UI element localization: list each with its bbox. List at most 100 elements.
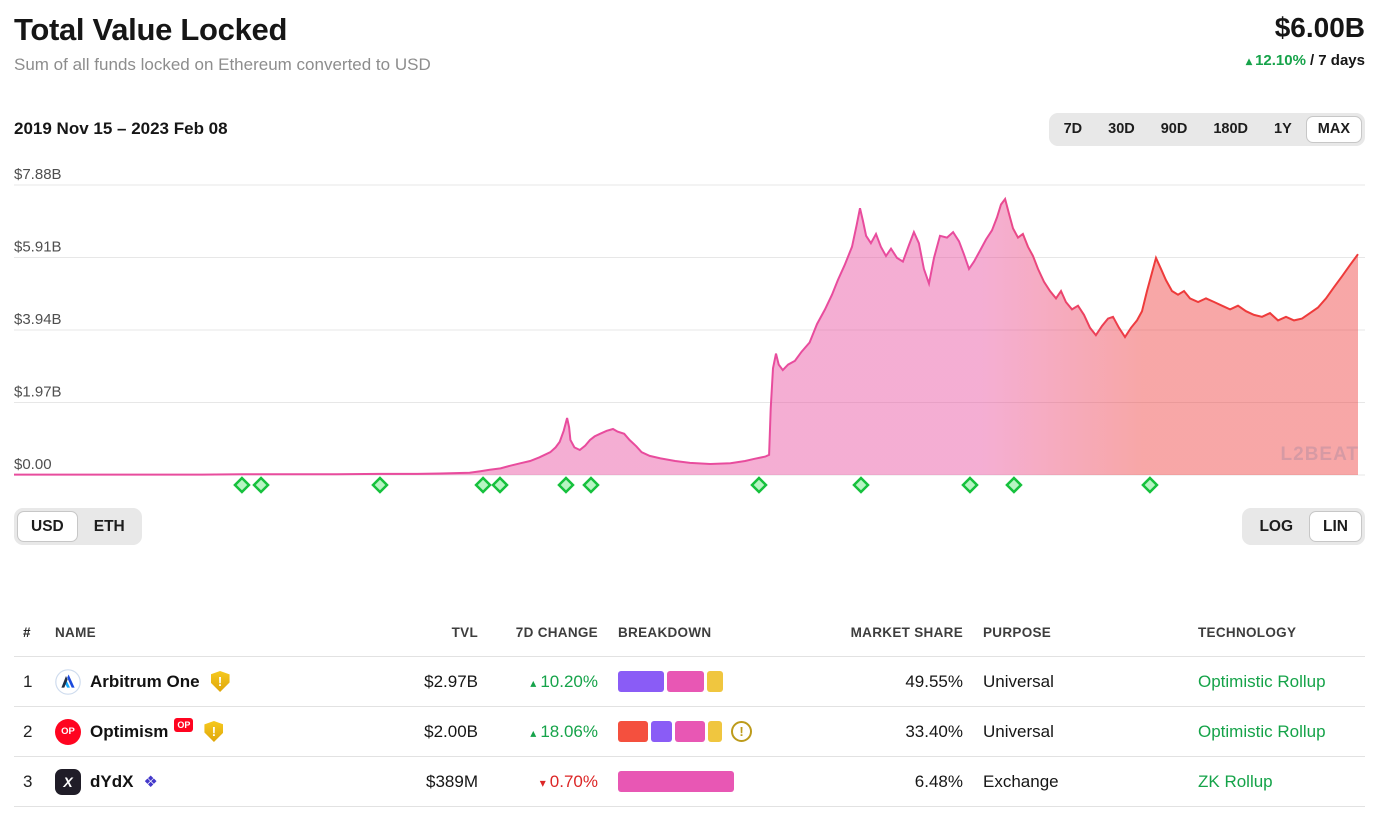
tvl-chart[interactable]: $7.88B $5.91B $3.94B $1.97B $0.00 L2BEAT	[14, 166, 1365, 496]
project-technology: Optimistic Rollup	[1198, 671, 1326, 691]
milestone-diamond-icon[interactable]	[961, 475, 979, 494]
breakdown-segment	[667, 671, 704, 692]
warning-shield-icon: !	[210, 671, 230, 692]
project-name-cell[interactable]: OP Optimism OP !	[48, 717, 378, 745]
tvl-change-line: ▴ 12.10%/ 7 days	[1246, 52, 1365, 69]
scale-button-log[interactable]: LOG	[1245, 511, 1307, 543]
project-tvl: $2.97B	[424, 671, 478, 691]
unit-button-usd[interactable]: USD	[17, 510, 78, 542]
project-rank: 2	[23, 721, 33, 741]
range-button-90d[interactable]: 90D	[1149, 116, 1200, 143]
token-diamond-icon: ❖	[143, 773, 158, 791]
up-arrow-icon: ▴	[1246, 54, 1253, 68]
milestone-diamond-icon[interactable]	[750, 475, 768, 494]
project-7d-change: ▾ 0.70%	[539, 771, 598, 791]
range-button-180d[interactable]: 180D	[1201, 116, 1260, 143]
col-header-breakdown: BREAKDOWN	[618, 625, 712, 640]
breakdown-segment	[707, 671, 723, 692]
change-arrow-icon: ▴	[530, 725, 537, 740]
col-header-7d-change: 7D CHANGE	[515, 625, 598, 640]
tvl-breakdown-bar[interactable]	[598, 771, 848, 792]
project-tvl: $2.00B	[424, 721, 478, 741]
project-7d-change: ▴ 18.06%	[530, 721, 598, 741]
warning-shield-icon: !	[204, 721, 224, 742]
op-token-badge: OP	[174, 717, 194, 732]
milestone-diamond-icon[interactable]	[491, 475, 509, 494]
tvl-breakdown-bar[interactable]: !	[598, 721, 848, 742]
milestone-diamond-icon[interactable]	[852, 475, 870, 494]
milestone-diamond-icon[interactable]	[1005, 475, 1023, 494]
chart-date-range: 2019 Nov 15 – 2023 Feb 08	[14, 119, 228, 139]
col-header-purpose: PURPOSE	[983, 625, 1052, 640]
table-row[interactable]: 1 Arbitrum One ! $2.97B ▴ 10.20% 49.55% U…	[14, 657, 1365, 707]
table-header-row: # NAME TVL 7D CHANGE BREAKDOWN MARKET SH…	[14, 609, 1365, 657]
project-logo-icon: OP	[55, 718, 81, 745]
currency-toggle: USD ETH	[14, 507, 142, 545]
unit-button-eth[interactable]: ETH	[80, 511, 139, 543]
col-header-rank: #	[23, 625, 31, 640]
milestone-diamond-icon[interactable]	[252, 475, 270, 494]
project-technology: Optimistic Rollup	[1198, 721, 1326, 741]
y-axis-tick-label: $1.97B	[14, 383, 62, 400]
project-market-share: 33.40%	[905, 721, 963, 741]
project-purpose: Universal	[983, 721, 1054, 741]
col-header-name: NAME	[55, 625, 96, 640]
l2beat-watermark: L2BEAT	[1280, 443, 1359, 465]
y-axis-tick-label: $7.88B	[14, 166, 62, 183]
scale-toggle: LOG LIN	[1242, 507, 1365, 545]
breakdown-segment	[618, 671, 664, 692]
scale-button-lin[interactable]: LIN	[1309, 510, 1362, 542]
milestone-diamond-icon[interactable]	[474, 475, 492, 494]
project-name: dYdX	[90, 771, 134, 791]
tvl-line	[14, 196, 1359, 476]
range-button-7d[interactable]: 7D	[1052, 116, 1095, 143]
y-axis-tick-label: $0.00	[14, 456, 52, 473]
col-header-tvl: TVL	[451, 625, 478, 640]
range-button-30d[interactable]: 30D	[1096, 116, 1147, 143]
project-logo-icon: X	[55, 768, 81, 795]
page-title: Total Value Locked	[14, 12, 288, 47]
milestone-diamond-icon[interactable]	[233, 475, 251, 494]
milestone-diamond-icon[interactable]	[582, 475, 600, 494]
page-subtitle: Sum of all funds locked on Ethereum conv…	[14, 55, 431, 74]
col-header-market-share: MARKET SHARE	[850, 625, 963, 640]
project-market-share: 49.55%	[905, 671, 963, 691]
project-name-cell[interactable]: X dYdX ❖	[48, 768, 378, 795]
breakdown-segment	[618, 771, 734, 792]
y-axis-tick-label: $5.91B	[14, 238, 62, 255]
project-name-cell[interactable]: Arbitrum One !	[48, 668, 378, 695]
time-range-selector: 7D 30D 90D 180D 1Y MAX	[1048, 113, 1365, 146]
range-button-1y[interactable]: 1Y	[1262, 116, 1304, 143]
project-technology: ZK Rollup	[1198, 771, 1273, 791]
tvl-breakdown-bar[interactable]	[598, 671, 848, 692]
project-market-share: 6.48%	[914, 771, 963, 791]
project-tvl: $389M	[426, 771, 478, 791]
project-rank: 3	[23, 771, 33, 791]
milestone-diamond-icon[interactable]	[371, 475, 389, 494]
tvl-area	[14, 198, 1358, 475]
page-header: Total Value Locked Sum of all funds lock…	[14, 12, 1365, 75]
change-arrow-icon: ▴	[530, 675, 537, 690]
tvl-total-value: $6.00B	[1274, 12, 1365, 43]
projects-table: # NAME TVL 7D CHANGE BREAKDOWN MARKET SH…	[14, 609, 1365, 807]
project-name: Arbitrum One	[90, 671, 200, 691]
breakdown-segment	[618, 721, 648, 742]
project-7d-change: ▴ 10.20%	[530, 671, 598, 691]
tvl-chart-canvas[interactable]: $7.88B $5.91B $3.94B $1.97B $0.00	[14, 166, 1365, 496]
range-button-max[interactable]: MAX	[1305, 116, 1362, 143]
breakdown-segment	[651, 721, 672, 742]
milestone-diamond-icon[interactable]	[557, 475, 575, 494]
table-row[interactable]: 3 X dYdX ❖ $389M ▾ 0.70% 6.48% Exchange Z…	[14, 757, 1365, 807]
project-name: Optimism	[90, 721, 169, 741]
milestone-diamond-icon[interactable]	[1141, 475, 1159, 494]
col-header-technology: TECHNOLOGY	[1198, 625, 1297, 640]
breakdown-segment	[675, 721, 705, 742]
project-purpose: Universal	[983, 671, 1054, 691]
table-row[interactable]: 2 OP Optimism OP ! $2.00B ▴ 18.06% ! 33.4…	[14, 707, 1365, 757]
change-arrow-icon: ▾	[539, 775, 546, 790]
project-purpose: Exchange	[983, 771, 1059, 791]
tvl-change-percent: 12.10%	[1255, 52, 1306, 69]
project-logo-icon	[55, 668, 81, 695]
project-rank: 1	[23, 671, 33, 691]
breakdown-segment	[708, 721, 722, 742]
